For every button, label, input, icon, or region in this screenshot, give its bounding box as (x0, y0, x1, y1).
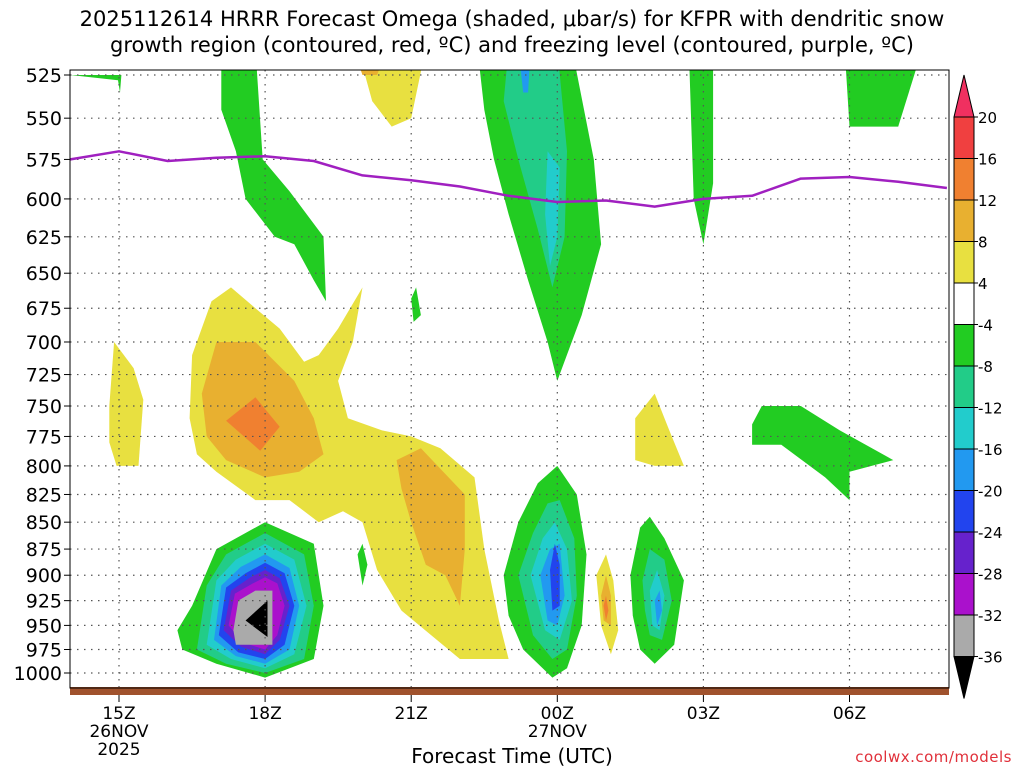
colorbar-bottom-arrow (953, 656, 975, 699)
colorbar-box-7 (953, 365, 975, 408)
colorbar: 20 16 12 8 4 -4 -8 -12 -16 -20 -24 -28 -32 -36 (953, 74, 1003, 699)
colorbar-box-2 (953, 158, 975, 201)
omega-region-35 (109, 342, 144, 466)
colorbar-box-9 (953, 448, 975, 491)
omega-region-29 (363, 70, 422, 127)
y-tick-label-725: 725 (26, 365, 62, 387)
colorbar-box-5 (953, 282, 975, 325)
x-tick-label-00Z: 00Z (541, 704, 574, 724)
y-tick-label-775: 775 (26, 426, 62, 448)
omega-region-34 (396, 448, 465, 606)
omega-region-36 (635, 393, 684, 466)
chart-title-line1: 2025112614 HRRR Forecast Omega (shaded, … (79, 7, 945, 31)
y-tick-label-525: 525 (26, 65, 62, 87)
colorbar-label-9: -20 (978, 483, 1003, 501)
omega-region-30 (360, 70, 379, 75)
omega-region-28 (654, 590, 662, 626)
x-tick-year-15Z: 2025 (97, 740, 140, 760)
x-tick-label-06Z: 06Z (833, 704, 866, 724)
y-axis: 525 550 575 600 625 650 675 700 725 750 775 800 825 8… (14, 65, 70, 685)
grid-layer (70, 70, 949, 687)
colorbar-box-3 (953, 199, 975, 242)
colorbar-label-5: -4 (978, 317, 993, 335)
y-tick-label-650: 650 (26, 263, 62, 285)
colorbar-label-8: -16 (978, 441, 1003, 459)
omega-region-9 (221, 70, 326, 302)
colorbar-label-6: -8 (978, 358, 993, 376)
omega-region-33 (226, 397, 280, 451)
colorbar-label-12: -32 (978, 607, 1003, 625)
omega-region-39 (603, 595, 609, 621)
colorbar-label-2: 12 (978, 192, 997, 210)
chart-title: 2025112614 HRRR Forecast Omega (shaded, … (0, 6, 1024, 58)
omega-region-8 (245, 600, 268, 637)
x-tick-label-03Z: 03Z (687, 704, 720, 724)
colorbar-box-12 (953, 573, 975, 616)
x-axis-label: Forecast Time (UTC) (411, 744, 613, 768)
omega-region-16 (752, 406, 894, 501)
omega-shading-layer (70, 70, 916, 678)
y-tick-label-625: 625 (26, 227, 62, 249)
omega-region-13 (520, 70, 530, 93)
colorbar-box-10 (953, 490, 975, 533)
x-tick-date-00Z: 27NOV (528, 722, 587, 742)
omega-region-17 (411, 287, 421, 322)
colorbar-top-arrow (953, 74, 975, 118)
y-tick-label-925: 925 (26, 591, 62, 613)
y-tick-label-675: 675 (26, 298, 62, 320)
freezing-level-line (70, 150, 948, 208)
y-tick-label-875: 875 (26, 539, 62, 561)
colorbar-label-13: -36 (978, 649, 1003, 667)
y-tick-label-1000: 1000 (14, 663, 62, 685)
ground-strip (70, 687, 949, 695)
colorbar-label-0: 20 (978, 109, 997, 127)
y-tick-label-975: 975 (26, 640, 62, 662)
credit-text: coolwx.com/models (855, 748, 1012, 766)
colorbar-box-6 (953, 324, 975, 367)
x-tick-label-18Z: 18Z (248, 704, 281, 724)
y-tick-label-575: 575 (26, 149, 62, 171)
y-tick-label-800: 800 (26, 456, 62, 478)
colorbar-label-4: 4 (978, 275, 988, 293)
y-tick-label-700: 700 (26, 332, 62, 354)
x-tick-date-15Z: 26NOV (89, 722, 148, 742)
colorbar-label-11: -28 (978, 566, 1003, 584)
colorbar-label-1: 16 (978, 151, 997, 169)
colorbar-box-11 (953, 531, 975, 574)
x-tick-label-21Z: 21Z (395, 704, 428, 724)
colorbar-label-3: 8 (978, 234, 988, 252)
colorbar-box-13 (953, 614, 975, 657)
omega-region-19 (70, 75, 122, 93)
y-tick-label-825: 825 (26, 484, 62, 506)
colorbar-box-4 (953, 241, 975, 284)
x-tick-label-15Z: 15Z (102, 704, 135, 724)
omega-region-12 (545, 151, 560, 266)
y-tick-label-550: 550 (26, 108, 62, 130)
omega-region-15 (845, 70, 916, 127)
y-tick-label-900: 900 (26, 565, 62, 587)
colorbar-box-8 (953, 407, 975, 450)
colorbar-label-7: -12 (978, 400, 1003, 418)
plot-frame (69, 69, 950, 689)
y-tick-label-600: 600 (26, 189, 62, 211)
chart-title-line2: growth region (contoured, red, ºC) and f… (110, 33, 914, 57)
colorbar-label-10: -24 (978, 524, 1003, 542)
y-tick-label-850: 850 (26, 512, 62, 534)
freezing-level-layer (70, 150, 948, 208)
y-tick-label-750: 750 (26, 396, 62, 418)
y-tick-label-950: 950 (26, 615, 62, 637)
colorbar-box-1 (953, 116, 975, 159)
